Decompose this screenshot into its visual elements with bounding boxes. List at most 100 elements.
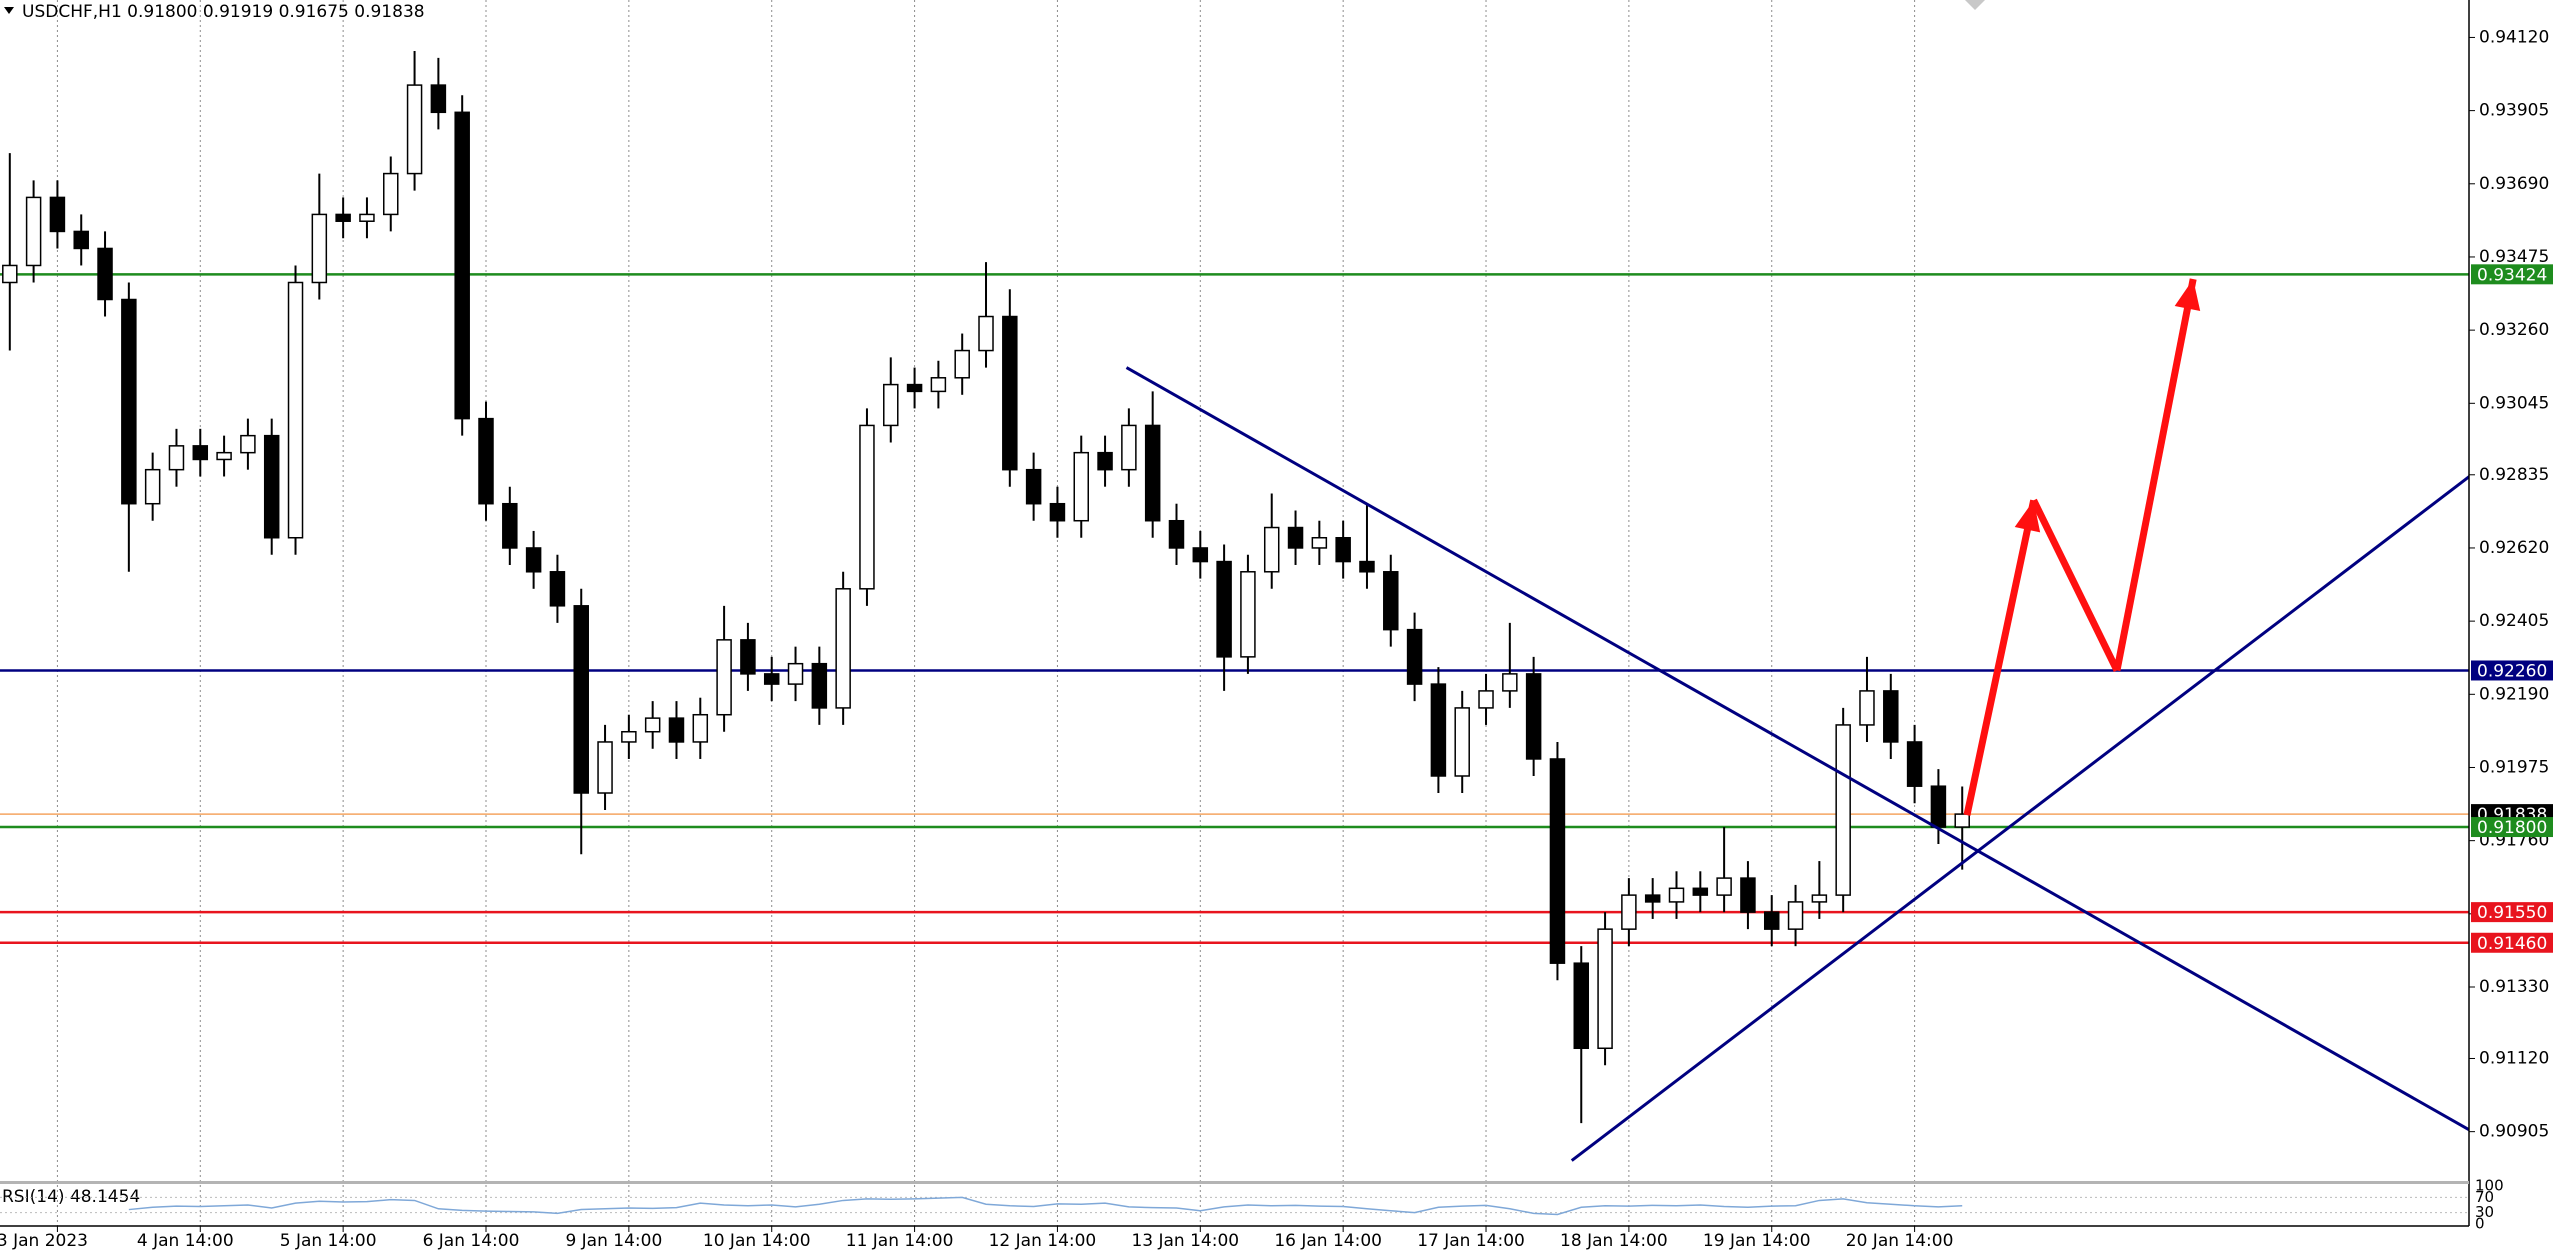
candle-body bbox=[1597, 928, 1613, 1050]
rsi-tick-label: 100 bbox=[2475, 1177, 2504, 1195]
candle-body bbox=[287, 281, 304, 539]
candle-body bbox=[144, 468, 161, 505]
candle-body bbox=[240, 434, 256, 454]
rsi-tick-label: 30 bbox=[2475, 1203, 2494, 1221]
candle-body bbox=[1930, 785, 1947, 828]
y-tick-label: 0.93905 bbox=[2479, 101, 2549, 121]
candle-body bbox=[740, 639, 756, 675]
candle-body bbox=[883, 383, 899, 427]
y-tick-label: 0.92620 bbox=[2479, 538, 2549, 558]
candle-body bbox=[1406, 628, 1423, 685]
candle-body bbox=[1454, 707, 1470, 777]
candle-body bbox=[763, 673, 780, 685]
candle-body bbox=[1692, 887, 1709, 896]
price-level-label: 0.92260 bbox=[2477, 661, 2547, 681]
drawing-layer bbox=[1125, 278, 2469, 1162]
price-level-label: 0.93424 bbox=[2477, 265, 2547, 285]
candle-body bbox=[1954, 813, 1970, 828]
rsi-tick-label: 70 bbox=[2475, 1188, 2494, 1206]
candle-body bbox=[716, 639, 732, 716]
candle-body bbox=[1906, 741, 1923, 787]
candle-body bbox=[1835, 724, 1851, 896]
candle-body bbox=[1502, 673, 1518, 692]
y-tick-label: 0.92835 bbox=[2479, 465, 2549, 485]
candle-body bbox=[1121, 424, 1137, 471]
candle-body bbox=[1263, 526, 1280, 573]
level-layer bbox=[0, 273, 2469, 945]
trend-line bbox=[1963, 499, 2038, 816]
y-tick-label: 0.91120 bbox=[2479, 1048, 2549, 1068]
symbol-menu-arrow[interactable] bbox=[4, 7, 14, 14]
y-tick-label: 0.92405 bbox=[2479, 611, 2549, 631]
candle-body bbox=[1811, 894, 1828, 903]
candle-body bbox=[549, 571, 566, 607]
x-tick-label: 20 Jan 14:00 bbox=[1846, 1231, 1954, 1251]
price-level-label: 0.91800 bbox=[2477, 818, 2547, 838]
candle-body bbox=[1240, 571, 1256, 658]
candle-body bbox=[1787, 901, 1804, 930]
candle-body bbox=[1025, 468, 1042, 505]
x-tick-label: 17 Jan 14:00 bbox=[1417, 1231, 1525, 1251]
candle-body bbox=[1883, 690, 1899, 743]
candle-body bbox=[430, 84, 447, 114]
candle-body bbox=[1359, 560, 1375, 573]
y-tick-label: 0.92190 bbox=[2479, 684, 2549, 704]
price-level-label: 0.91460 bbox=[2477, 934, 2547, 954]
y-tick-label: 0.90905 bbox=[2479, 1122, 2549, 1142]
x-tick-label: 16 Jan 14:00 bbox=[1274, 1231, 1382, 1251]
candle-body bbox=[787, 662, 804, 685]
candle-body bbox=[121, 298, 137, 505]
candle-body bbox=[311, 213, 328, 284]
x-tick-label: 4 Jan 14:00 bbox=[137, 1231, 234, 1251]
x-tick-label: 5 Jan 14:00 bbox=[280, 1231, 377, 1251]
candle-body bbox=[835, 588, 851, 709]
x-tick-label: 6 Jan 14:00 bbox=[423, 1231, 520, 1251]
candle-body bbox=[692, 713, 709, 743]
candle-body bbox=[621, 730, 637, 743]
candle-body bbox=[383, 172, 399, 216]
arrow-head bbox=[2174, 279, 2201, 312]
candle-body bbox=[454, 111, 470, 420]
grid-layer bbox=[56, 0, 1916, 1226]
candle-body bbox=[1525, 673, 1542, 760]
candle-body bbox=[597, 741, 613, 794]
x-tick-label: 18 Jan 14:00 bbox=[1560, 1231, 1668, 1251]
x-tick-label: 10 Jan 14:00 bbox=[703, 1231, 811, 1251]
candle-body bbox=[978, 315, 994, 352]
candle-body bbox=[168, 445, 185, 471]
price-level-tag bbox=[2471, 932, 2553, 953]
candle-body bbox=[1311, 536, 1328, 549]
trend-line bbox=[1570, 475, 2469, 1162]
price-level-tag bbox=[2471, 817, 2553, 838]
candle-body bbox=[525, 547, 542, 573]
candle-body bbox=[1716, 877, 1732, 896]
candle-body bbox=[1144, 424, 1161, 522]
candle-body bbox=[930, 377, 947, 393]
price-level-label: 0.91550 bbox=[2477, 903, 2547, 923]
y-tick-label: 0.91330 bbox=[2479, 977, 2549, 997]
candle-body bbox=[502, 502, 518, 549]
candle-body bbox=[668, 717, 685, 743]
candle-body bbox=[906, 383, 923, 393]
x-tick-label: 13 Jan 14:00 bbox=[1131, 1231, 1239, 1251]
y-tick-label: 0.93045 bbox=[2479, 393, 2549, 413]
candle-body bbox=[954, 349, 970, 379]
candle-body bbox=[263, 434, 280, 539]
candle-body bbox=[1002, 315, 1018, 471]
trend-line bbox=[2030, 498, 2121, 673]
chart-title: USDCHF,H1 0.91800 0.91919 0.91675 0.9183… bbox=[22, 2, 425, 22]
axis-layer: 3 Jan 2023 4 Jan 14:00 5 Jan 14:00 6 Jan 14… bbox=[0, 27, 2553, 1251]
candle-layer bbox=[2, 51, 1970, 1124]
candle-body bbox=[811, 662, 828, 709]
candle-body bbox=[2, 264, 18, 284]
candle-body bbox=[335, 213, 351, 222]
candle-body bbox=[644, 717, 661, 733]
candle-body bbox=[1478, 690, 1494, 709]
candle-body bbox=[49, 196, 66, 233]
y-tick-label: 0.93690 bbox=[2479, 174, 2549, 194]
x-tick-label: 11 Jan 14:00 bbox=[846, 1231, 954, 1251]
x-tick-label: 19 Jan 14:00 bbox=[1703, 1231, 1811, 1251]
